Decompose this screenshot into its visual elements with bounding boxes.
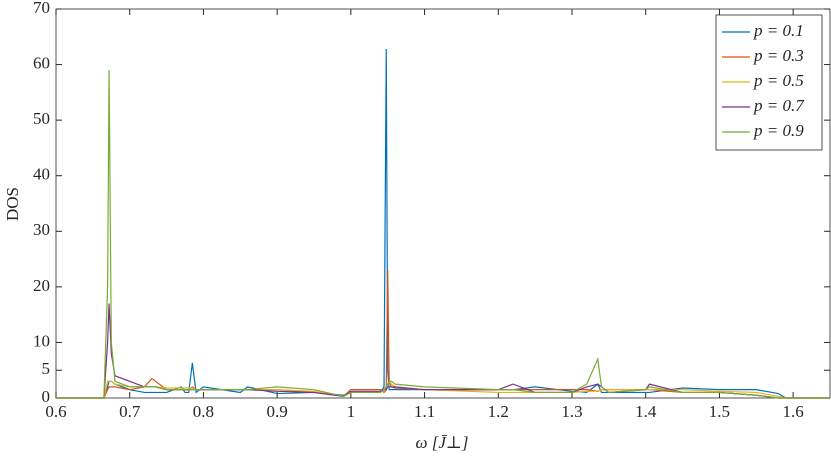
legend-label: p = 0.9	[753, 121, 804, 140]
x-tick-label: 1	[347, 402, 356, 421]
x-tick-label: 0.8	[193, 402, 214, 421]
y-tick-label: 0	[42, 387, 51, 406]
legend-label: p = 0.3	[753, 46, 804, 65]
x-tick-label: 1.5	[709, 402, 730, 421]
series-line	[56, 70, 830, 399]
y-tick-label: 70	[33, 0, 50, 17]
y-tick-label: 10	[33, 331, 50, 350]
y-tick-label: 40	[33, 165, 50, 184]
x-tick-label: 1.2	[488, 402, 509, 421]
x-tick-label: 1.4	[635, 402, 657, 421]
x-tick-label: 1.3	[561, 402, 582, 421]
y-tick-label: 30	[33, 220, 50, 239]
legend-label: p = 0.1	[753, 21, 804, 40]
legend-label: p = 0.5	[753, 71, 804, 90]
legend-label: p = 0.7	[753, 96, 805, 115]
y-axis-label: DOS	[3, 187, 22, 221]
x-tick-label: 0.6	[45, 402, 66, 421]
y-tick-label: 50	[33, 109, 50, 128]
y-tick-label: 20	[33, 276, 50, 295]
y-tick-label: 5	[42, 359, 51, 378]
x-tick-label: 1.1	[414, 402, 435, 421]
x-tick-label: 0.9	[267, 402, 288, 421]
x-tick-label: 1.6	[783, 402, 804, 421]
legend: p = 0.1 p = 0.3 p = 0.5 p = 0.7 p = 0.9	[715, 14, 823, 151]
y-tick-label: 60	[33, 53, 50, 72]
x-axis-label: ω [J̄⊥]	[415, 433, 468, 452]
x-tick-label: 0.7	[119, 402, 141, 421]
plot-area	[55, 8, 831, 399]
